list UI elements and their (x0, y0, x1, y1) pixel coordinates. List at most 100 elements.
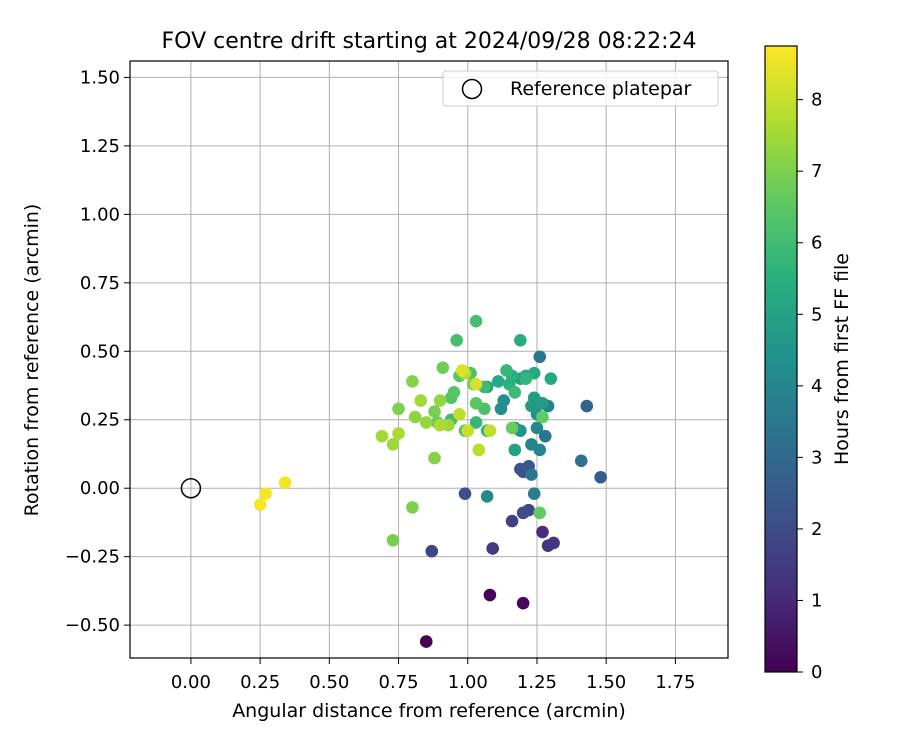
data-point (486, 542, 499, 555)
data-point (544, 372, 558, 385)
data-point (497, 394, 511, 407)
data-point (406, 501, 419, 514)
data-point (458, 487, 472, 500)
data-point (425, 544, 439, 558)
data-point (508, 386, 522, 399)
colorbar-label: Hours from first FF file (831, 253, 853, 465)
chart-title: FOV centre drift starting at 2024/09/28 … (162, 29, 697, 54)
colorbar-tick-label: 2 (811, 519, 822, 540)
data-point (483, 424, 497, 438)
data-point (536, 525, 549, 539)
data-point (533, 506, 547, 520)
y-tick-label: 1.50 (80, 67, 120, 88)
legend-reference-marker (461, 78, 483, 100)
data-point (491, 375, 505, 388)
data-point (419, 635, 433, 648)
x-tick-label: 0.75 (379, 672, 419, 693)
data-point (516, 596, 530, 610)
data-point (408, 410, 422, 424)
data-point (253, 498, 267, 511)
x-axis-label: Angular distance from reference (arcmin) (232, 700, 626, 722)
data-point (527, 391, 541, 405)
data-point (538, 429, 552, 443)
x-tick-label: 0.00 (171, 672, 211, 693)
x-tick-label: 1.75 (655, 672, 695, 693)
data-point (461, 424, 475, 438)
colorbar-tick-label: 1 (811, 590, 822, 611)
y-axis-label: Rotation from reference (arcmin) (21, 204, 43, 517)
data-point (536, 410, 549, 424)
colorbar-tick-label: 3 (811, 447, 822, 468)
x-tick-label: 1.50 (586, 672, 626, 693)
data-point (392, 427, 405, 440)
data-point (386, 438, 400, 451)
reference-platepar-marker (180, 477, 202, 499)
data-point (433, 394, 447, 407)
data-point (469, 416, 483, 429)
data-point (500, 364, 513, 377)
data-point (375, 429, 389, 443)
data-point (516, 506, 530, 520)
x-tick-label: 0.25 (240, 672, 280, 693)
legend-label-reference: Reference platepar (510, 78, 692, 100)
colorbar-tick-label: 4 (811, 376, 822, 397)
y-tick-label: 0.50 (80, 341, 120, 362)
y-tick-label: 0.75 (80, 273, 120, 294)
x-tick-label: 0.50 (309, 672, 349, 693)
data-point (428, 405, 441, 418)
data-point (433, 418, 447, 432)
colorbar-tick-label: 5 (811, 304, 822, 325)
colorbar-ticks: 0 1 2 3 4 5 6 7 8 (797, 90, 822, 683)
colorbar-tick-label: 6 (811, 233, 822, 254)
data-point (530, 421, 544, 435)
data-point (472, 443, 486, 457)
data-point (455, 364, 469, 377)
data-point (469, 397, 483, 410)
y-tick-label: −0.50 (65, 615, 120, 636)
colorbar-tick-label: 0 (811, 662, 822, 683)
data-point (574, 454, 588, 468)
data-point (508, 443, 522, 457)
colorbar: 0 1 2 3 4 5 6 7 8 Hours from first FF file (764, 45, 853, 683)
data-point (594, 470, 607, 484)
data-point (436, 361, 450, 375)
data-point (525, 468, 538, 481)
colorbar-tick-label: 7 (811, 161, 822, 182)
colorbar-frame (764, 45, 798, 673)
data-points (180, 314, 607, 648)
data-point (259, 487, 272, 500)
data-point (533, 350, 547, 364)
data-point (386, 533, 400, 547)
data-point (483, 588, 497, 602)
y-tick-label: −0.25 (65, 547, 120, 568)
data-point (533, 443, 547, 457)
data-point (469, 377, 483, 391)
data-point (514, 334, 527, 347)
data-point (469, 314, 483, 328)
y-tick-label: 0.25 (80, 410, 120, 431)
data-point (527, 487, 541, 500)
data-point (505, 421, 519, 435)
data-point (480, 490, 494, 503)
data-point (414, 394, 427, 407)
axis-ticks: 0.00 0.25 0.50 0.75 1.00 1.25 1.50 1.75 −0.50 −0.… (65, 67, 696, 693)
data-point (450, 334, 463, 347)
data-point (428, 451, 441, 465)
data-point (392, 402, 405, 416)
colorbar-gradient (765, 46, 797, 672)
x-tick-label: 1.00 (448, 672, 488, 693)
y-tick-label: 1.00 (80, 204, 120, 225)
data-point (519, 372, 533, 385)
legend: Reference platepar (442, 70, 719, 107)
plot-frame (129, 60, 729, 659)
legend-box (442, 70, 719, 107)
data-point (278, 476, 292, 490)
data-point (505, 514, 519, 528)
data-point (453, 407, 466, 421)
y-tick-label: 0.00 (80, 478, 120, 499)
y-tick-label: 1.25 (80, 136, 120, 157)
data-point (580, 399, 594, 413)
data-point (419, 416, 433, 429)
x-tick-label: 1.25 (517, 672, 557, 693)
